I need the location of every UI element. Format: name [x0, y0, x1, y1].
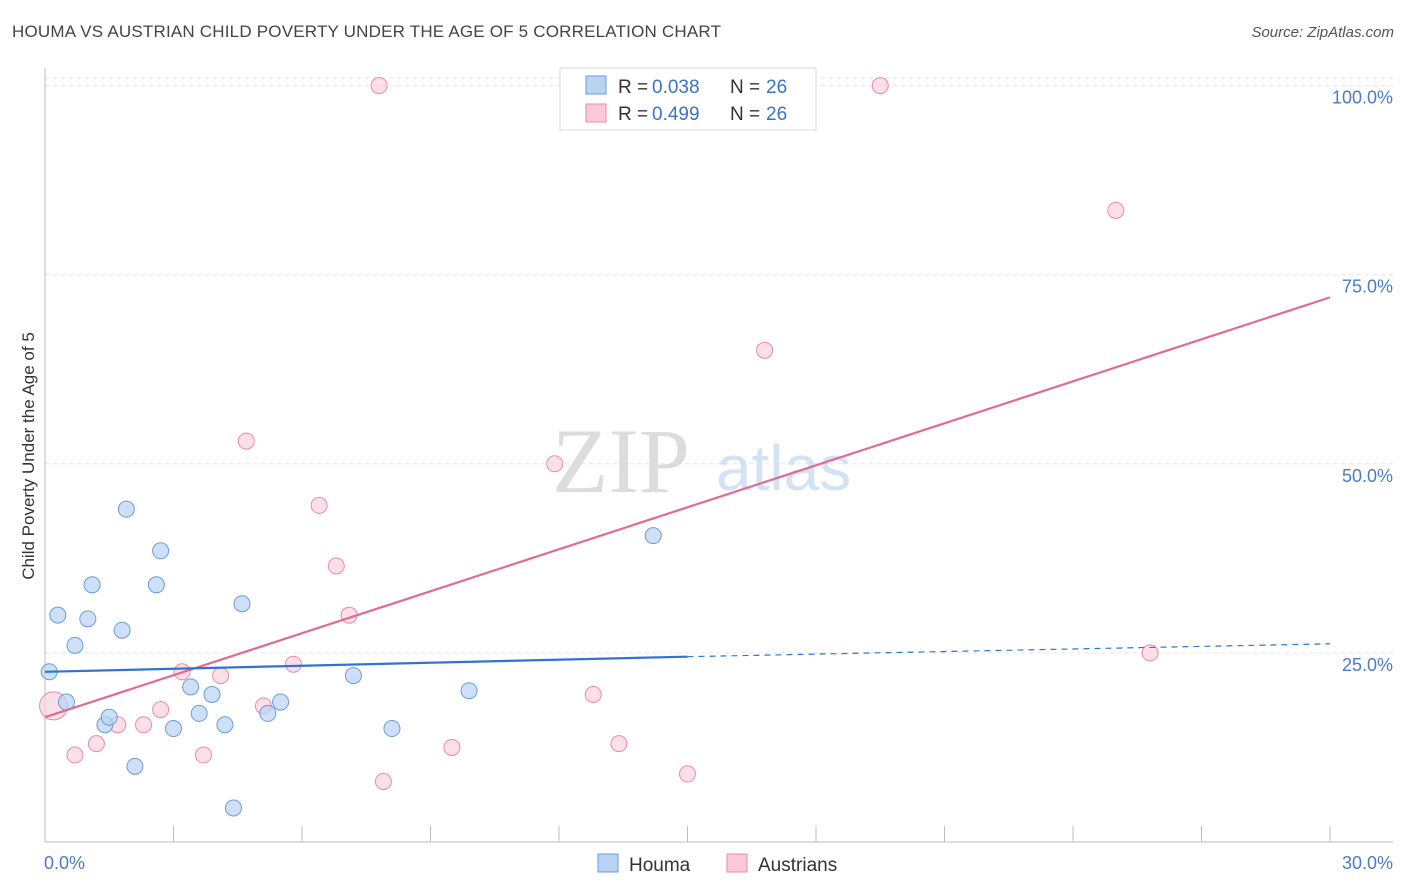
bottom-legend-swatch-houma: [597, 853, 619, 873]
legend-row-1: R = 0.038 N = 26: [618, 77, 787, 98]
bottom-legend-label-austrians: Austrians: [758, 855, 837, 876]
y-tick-labels: 25.0% 50.0% 75.0% 100.0%: [1332, 88, 1393, 675]
trend-lines: [44, 296, 1331, 719]
y-tick-label-0: 25.0%: [1342, 655, 1393, 675]
legend-swatch-houma: [585, 75, 607, 95]
legend-r-value-1: 0.038: [652, 77, 700, 98]
austrians-point-12: [310, 496, 328, 514]
austrians-point-22: [756, 341, 774, 359]
legend-n-label-1: N =: [730, 77, 765, 98]
legend-box: R = 0.038 N = 26 R = 0.499 N = 26: [559, 67, 817, 131]
austrians-point-1: [66, 746, 84, 764]
austrians-point-8: [212, 667, 230, 685]
houma-point-17: [216, 716, 234, 734]
austrians-trend-line: [44, 296, 1331, 719]
legend-r-label-2: R =: [618, 104, 653, 125]
series-houma: [40, 500, 662, 817]
watermark-atlas: atlas: [716, 432, 851, 504]
houma-trend-extension: [687, 643, 1331, 658]
austrians-point-2: [87, 735, 105, 753]
legend-n-value-1: 26: [766, 77, 787, 98]
austrians-point-18: [546, 455, 564, 473]
houma-point-1: [49, 606, 67, 624]
austrians-point-17: [443, 738, 461, 756]
houma-point-4: [79, 610, 97, 628]
austrians-point-24: [1107, 201, 1125, 219]
x-tick-max: 30.0%: [1342, 853, 1393, 873]
austrians-point-7: [194, 746, 212, 764]
houma-point-10: [126, 757, 144, 775]
y-tick-label-3: 100.0%: [1332, 88, 1393, 108]
houma-point-20: [259, 704, 277, 722]
chart-title: HOUMA VS AUSTRIAN CHILD POVERTY UNDER TH…: [12, 22, 722, 41]
houma-point-23: [383, 720, 401, 738]
houma-point-12: [152, 542, 170, 560]
austrians-point-25: [1141, 644, 1159, 662]
houma-point-22: [344, 667, 362, 685]
bottom-legend-swatch-austrians: [726, 853, 748, 873]
houma-trend-line: [44, 655, 688, 673]
bottom-legend: Houma Austrians: [597, 853, 837, 876]
houma-point-15: [190, 704, 208, 722]
austrians-point-13: [327, 557, 345, 575]
x-tick-labels: 0.0% 30.0%: [44, 853, 1393, 873]
austrians-point-19: [584, 685, 602, 703]
austrians-point-21: [679, 765, 696, 783]
austrians-point-16: [374, 772, 392, 790]
houma-point-18: [224, 799, 242, 817]
houma-point-16: [203, 685, 221, 703]
austrians-point-23: [871, 77, 889, 95]
bottom-legend-label-houma: Houma: [629, 855, 691, 876]
legend-r-value-2: 0.499: [652, 104, 700, 125]
austrians-point-15: [370, 77, 388, 95]
legend-swatch-austrians: [585, 103, 607, 123]
houma-point-3: [66, 636, 84, 654]
y-tick-label-2: 75.0%: [1342, 277, 1393, 297]
houma-point-5: [83, 576, 101, 594]
austrians-point-4: [135, 716, 153, 734]
austrians-point-5: [152, 701, 170, 719]
gridlines: [45, 77, 1393, 654]
watermark: ZIP atlas: [552, 410, 851, 512]
y-tick-label-1: 50.0%: [1342, 466, 1393, 486]
y-axis-label: Child Poverty Under the Age of 5: [19, 332, 38, 580]
legend-row-2: R = 0.499 N = 26: [618, 104, 787, 125]
houma-point-13: [165, 720, 182, 738]
houma-point-21: [272, 693, 290, 711]
source-label: Source: ZipAtlas.com: [1251, 24, 1394, 41]
houma-point-7: [100, 708, 118, 726]
houma-point-19: [233, 595, 251, 613]
austrians-point-9: [237, 432, 255, 450]
houma-point-25: [644, 527, 662, 545]
x-tick-min: 0.0%: [44, 853, 85, 873]
legend-n-value-2: 26: [766, 104, 787, 125]
houma-point-14: [182, 678, 200, 696]
austrians-point-11: [284, 655, 302, 673]
watermark-zip: ZIP: [552, 410, 690, 512]
houma-point-24: [460, 682, 478, 700]
houma-point-8: [113, 621, 131, 639]
houma-point-11: [147, 576, 165, 594]
legend-r-label-1: R =: [618, 77, 653, 98]
legend-n-label-2: N =: [730, 104, 765, 125]
houma-point-9: [117, 500, 135, 518]
austrians-point-20: [610, 735, 628, 753]
